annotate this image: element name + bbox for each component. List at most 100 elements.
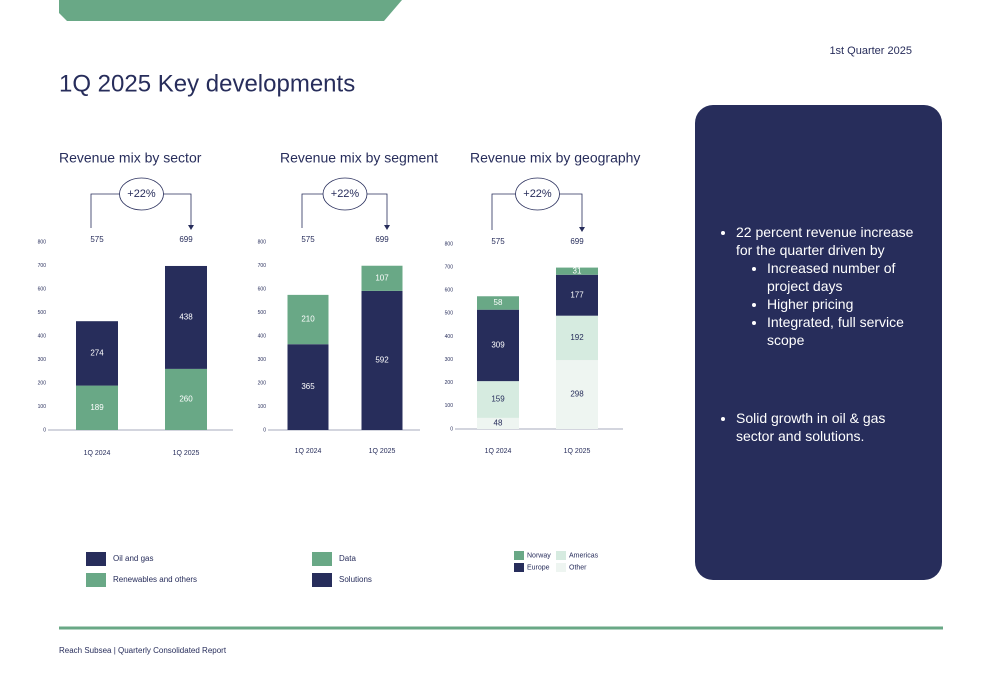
- y-tick-label: 800: [445, 241, 454, 247]
- y-tick-label: 600: [445, 288, 454, 294]
- value-label: 309: [491, 341, 505, 350]
- total-label: 699: [375, 235, 389, 244]
- y-tick-label: 100: [38, 404, 47, 410]
- growth-connector: [90, 193, 120, 228]
- legend-label: Solutions: [339, 575, 372, 584]
- y-tick-label: 800: [258, 239, 267, 245]
- x-tick-label: 1Q 2025: [173, 450, 200, 457]
- bar-segment: [556, 315, 598, 361]
- y-tick-label: 400: [445, 334, 454, 340]
- bar-segment: [556, 267, 598, 275]
- y-tick-label: 400: [38, 333, 47, 339]
- growth-connector: [491, 193, 516, 230]
- chart-title: Revenue mix by sector: [59, 150, 202, 166]
- sub-bullet: Integrated, full service scope: [767, 313, 926, 349]
- growth-label: +22%: [331, 188, 360, 200]
- bar-segment: [361, 265, 403, 291]
- value-label: 58: [494, 298, 503, 307]
- x-tick-label: 1Q 2024: [295, 448, 322, 455]
- y-tick-label: 100: [258, 404, 267, 410]
- x-tick-label: 1Q 2024: [485, 448, 512, 455]
- footer: Reach Subsea | Quarterly Consolidated Re…: [59, 646, 227, 655]
- legend-label: Europe: [527, 564, 550, 571]
- x-tick-label: 1Q 2025: [564, 448, 591, 455]
- value-label: 592: [375, 356, 389, 365]
- bullet-list: 22 percent revenue increase for the quar…: [719, 223, 926, 445]
- bar-segment: [76, 321, 118, 386]
- sub-bullet: Higher pricing: [767, 295, 926, 313]
- chart-title: Revenue mix by segment: [280, 150, 438, 166]
- legend-swatch: [556, 563, 566, 572]
- value-label: 438: [179, 313, 193, 322]
- y-tick-label: 200: [38, 380, 47, 386]
- total-label: 575: [90, 235, 104, 244]
- y-tick-label: 200: [445, 380, 454, 386]
- growth-arrow: [579, 227, 585, 232]
- bar-segment: [165, 368, 207, 430]
- value-label: 159: [491, 395, 505, 404]
- bar-segment: [477, 296, 519, 310]
- bar-segment: [477, 381, 519, 418]
- value-label: 31: [573, 266, 582, 275]
- value-label: 260: [179, 395, 193, 404]
- growth-arrow: [384, 225, 390, 230]
- y-tick-label: 600: [38, 286, 47, 292]
- y-tick-label: 700: [445, 264, 454, 270]
- total-label: 699: [179, 235, 193, 244]
- value-label: 177: [570, 290, 584, 299]
- bar-segment: [477, 309, 519, 382]
- y-tick-label: 0: [450, 426, 453, 432]
- value-label: 189: [90, 403, 104, 412]
- period: 1st Quarter 2025: [829, 45, 912, 57]
- y-tick-label: 500: [445, 311, 454, 317]
- y-tick-label: 100: [445, 403, 454, 409]
- y-tick-label: 0: [43, 427, 46, 433]
- legend-label: Norway: [527, 552, 551, 559]
- value-label: 365: [301, 382, 315, 391]
- legend-label: Oil and gas: [113, 554, 153, 563]
- legend-swatch: [514, 551, 524, 560]
- total-label: 575: [301, 235, 315, 244]
- bar-segment: [361, 290, 403, 430]
- value-label: 192: [570, 333, 584, 342]
- bullet-text: Solid growth in oil & gas sector and sol…: [736, 410, 886, 444]
- bar-segment: [477, 417, 519, 429]
- value-label: 107: [375, 273, 389, 282]
- legend-swatch: [312, 552, 332, 566]
- bullet: Solid growth in oil & gas sector and sol…: [736, 409, 926, 445]
- chart-title: Revenue mix by geography: [470, 150, 640, 166]
- bullet-text: 22 percent revenue increase for the quar…: [736, 224, 914, 258]
- value-label: 274: [90, 348, 104, 357]
- bullet: 22 percent revenue increase for the quar…: [736, 223, 926, 349]
- total-label: 699: [570, 237, 584, 246]
- y-tick-label: 0: [263, 427, 266, 433]
- highlights: 22 percent revenue increase for the quar…: [695, 105, 942, 580]
- bar-segment: [556, 360, 598, 429]
- header-band: [59, 0, 402, 21]
- value-label: 210: [301, 315, 315, 324]
- y-tick-label: 300: [445, 357, 454, 363]
- bar-segment: [76, 385, 118, 430]
- bar-segment: [556, 274, 598, 316]
- growth-connector: [301, 193, 323, 228]
- y-tick-label: 300: [38, 357, 47, 363]
- growth-label: +22%: [523, 188, 552, 200]
- y-tick-label: 500: [38, 310, 47, 316]
- x-tick-label: 1Q 2024: [84, 450, 111, 457]
- growth-connector: [559, 193, 583, 230]
- y-tick-label: 600: [258, 286, 267, 292]
- legend-label: Americas: [569, 552, 599, 559]
- bar-segment: [287, 344, 329, 430]
- legend-swatch: [514, 563, 524, 572]
- growth-arrow: [188, 225, 194, 230]
- y-tick-label: 500: [258, 310, 267, 316]
- y-tick-label: 700: [38, 263, 47, 269]
- value-label: 298: [570, 390, 584, 399]
- bar-segment: [287, 294, 329, 345]
- legend-label: Other: [569, 564, 587, 571]
- y-tick-label: 200: [258, 380, 267, 386]
- y-tick-label: 800: [38, 239, 47, 245]
- slide-title: 1Q 2025 Key developments: [59, 70, 355, 97]
